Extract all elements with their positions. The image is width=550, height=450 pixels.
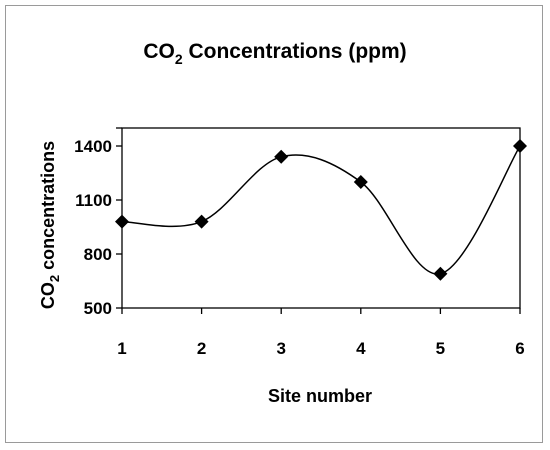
x-tick-label: 4	[356, 339, 366, 358]
y-ticks: 500 800 1100 1400	[74, 127, 122, 318]
data-point-diamond	[513, 139, 527, 153]
chart-title-subscript: 2	[175, 51, 183, 67]
x-tick-label: 5	[436, 339, 445, 358]
y-axis-label-main: CO	[38, 282, 58, 309]
x-ticks: 1 2 3 4 5 6	[117, 308, 525, 358]
x-tick-label: 2	[197, 339, 206, 358]
series-markers	[115, 139, 527, 281]
data-point-diamond	[194, 214, 209, 229]
chart-title-main: CO	[143, 40, 175, 63]
x-axis-label: Site number	[268, 386, 372, 406]
y-tick-label: 500	[84, 299, 112, 318]
data-point-diamond	[433, 266, 448, 281]
chart-title: CO2 Concentrations (ppm)	[143, 40, 406, 67]
y-tick-label: 1100	[75, 191, 112, 210]
y-axis-label: CO2 concentrations	[38, 141, 62, 309]
data-point-diamond	[115, 214, 129, 229]
x-tick-label: 6	[515, 339, 524, 358]
y-axis-label-subscript: 2	[47, 275, 62, 282]
data-point-diamond	[274, 149, 289, 164]
x-tick-label: 3	[276, 339, 285, 358]
y-axis-label-rest: concentrations	[38, 141, 58, 275]
chart-title-rest: Concentrations (ppm)	[183, 40, 407, 63]
plot-area	[121, 127, 521, 309]
y-tick-label: 800	[84, 245, 112, 264]
x-tick-label: 1	[117, 339, 126, 358]
data-point-diamond	[353, 175, 368, 189]
y-tick-label: 1400	[74, 137, 112, 156]
